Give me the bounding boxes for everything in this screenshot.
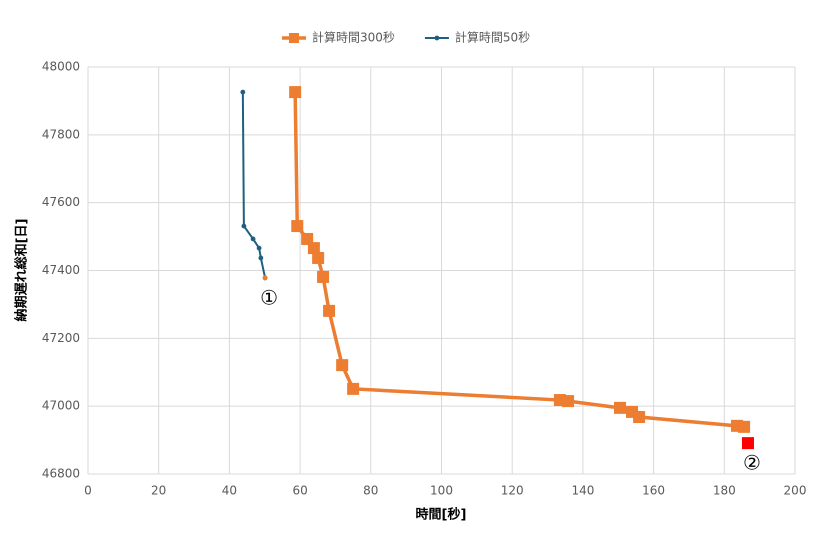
data-point [240,89,246,95]
annotation-marker [262,275,268,281]
data-point [250,236,256,242]
x-tick-label: 160 [642,484,665,498]
legend-label: 計算時間50秒 [455,30,530,45]
annotation-label: ② [743,451,761,475]
data-point [323,304,336,317]
y-tick-label: 47000 [42,399,80,413]
data-point [562,395,575,408]
y-axis-title: 納期遅れ総和[日] [14,219,30,322]
data-point [336,359,349,372]
series-line [293,92,745,429]
series-line [241,92,267,279]
data-point [301,232,314,245]
y-tick-label: 46800 [42,467,80,481]
legend-marker [434,35,440,41]
x-tick-label: 40 [222,484,237,498]
data-point [241,223,247,229]
data-point [289,86,302,99]
data-point [307,242,320,255]
y-tick-label: 47600 [42,195,80,209]
data-point [256,245,262,251]
legend-label: 計算時間300秒 [312,30,395,45]
data-point [317,270,330,283]
annotation-marker [741,437,754,450]
data-point [258,255,264,261]
x-tick-label: 140 [571,484,594,498]
data-point [633,411,646,424]
x-tick-label: 120 [501,484,524,498]
x-axis-title: 時間[秒] [416,507,467,523]
y-tick-label: 47800 [42,127,80,141]
annotation-label: ① [260,285,278,309]
y-tick-label: 48000 [42,60,80,74]
x-tick-label: 20 [151,484,166,498]
x-tick-label: 100 [430,484,453,498]
data-point [738,420,751,433]
x-tick-label: 180 [713,484,736,498]
x-tick-label: 60 [292,484,307,498]
x-tick-label: 200 [784,484,807,498]
data-point [614,401,627,414]
x-tick-label: 80 [363,484,378,498]
y-tick-label: 47400 [42,263,80,277]
data-point [291,220,304,233]
data-point [347,382,360,395]
legend-marker [289,33,299,43]
data-point [312,251,325,264]
x-tick-label: 0 [84,484,92,498]
y-tick-label: 47200 [42,331,80,345]
